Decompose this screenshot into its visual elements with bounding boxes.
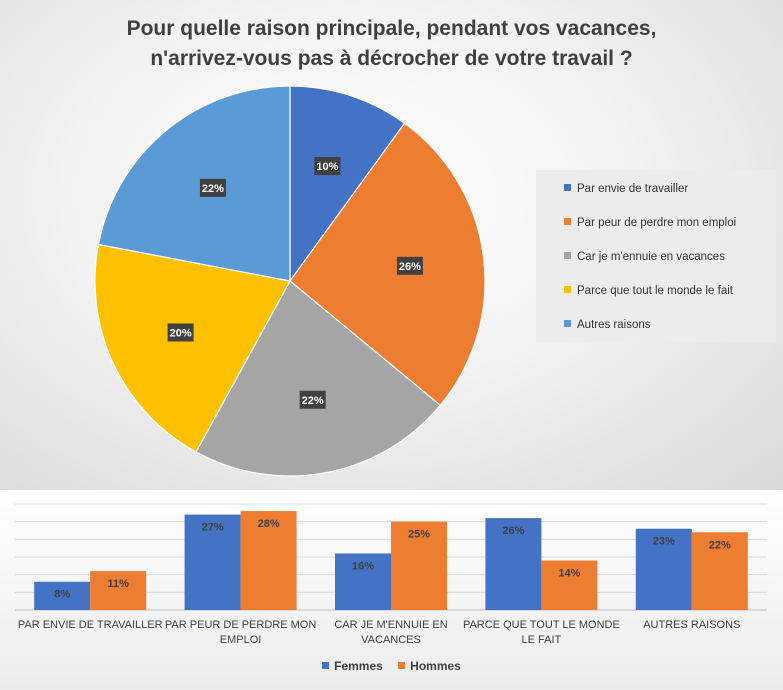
bar-data-label: 25% xyxy=(408,529,430,541)
legend-item: Par peur de perdre mon emploi xyxy=(564,217,736,229)
data-label-box xyxy=(299,390,326,409)
pie-legend: Par envie de travailler Par peur de perd… xyxy=(536,170,776,342)
pie-slice xyxy=(289,85,406,283)
legend-swatch xyxy=(564,320,571,328)
data-label: 22% xyxy=(302,395,324,407)
category-label: CAR JE M'ENNUIE EN xyxy=(334,619,447,631)
bar-data-label: 28% xyxy=(258,518,280,530)
data-label: 26% xyxy=(399,261,421,273)
legend-label: Hommes xyxy=(410,659,461,673)
legend-label: Par peur de perdre mon emploi xyxy=(577,217,737,229)
bar-data-label: 14% xyxy=(558,568,580,580)
bar-legend: Femmes Hommes xyxy=(0,659,783,673)
bar-hommes xyxy=(541,560,598,610)
legend-label: Femmes xyxy=(334,659,383,673)
legend-label: Car je m'ennuie en vacances xyxy=(577,251,725,263)
data-label-box xyxy=(167,323,194,342)
bar-hommes xyxy=(691,532,748,610)
bar-femmes xyxy=(34,581,91,610)
legend-item: Par envie de travailler xyxy=(564,183,688,195)
chart-title: Pour quelle raison principale, pendant v… xyxy=(0,14,783,74)
pie-slice xyxy=(94,243,291,453)
bar-chart-panel: 8% 11% PAR ENVIE DE TRAVAILLER 27% 28% PAR PE… xyxy=(0,492,783,690)
legend-swatch xyxy=(564,286,571,294)
bar-data-label: 22% xyxy=(709,539,731,551)
legend-item: Car je m'ennuie en vacances xyxy=(564,251,725,263)
data-label: 10% xyxy=(316,161,338,173)
pie-slice xyxy=(97,85,291,282)
category-label: PAR PEUR DE PERDRE MON xyxy=(165,619,316,631)
bar-data-label: 27% xyxy=(202,522,224,534)
chart-title-line-1: Pour quelle raison principale, pendant v… xyxy=(126,17,657,40)
bar-hommes xyxy=(90,571,147,610)
bar-data-label: 8% xyxy=(54,589,70,601)
pie-chart: 10% 26% 22% 20% 22% xyxy=(94,85,486,477)
legend-label: Par envie de travailler xyxy=(577,183,689,195)
data-label: 20% xyxy=(170,327,192,339)
bar-femmes xyxy=(184,514,241,610)
legend-item-femmes: Femmes xyxy=(322,659,383,673)
legend-swatch xyxy=(398,662,406,670)
bar-femmes xyxy=(485,518,542,610)
data-label-box xyxy=(396,256,423,275)
legend-swatch xyxy=(564,218,571,226)
bar-femmes xyxy=(635,528,692,610)
category-label: AUTRES RAISONS xyxy=(643,619,740,631)
bar-data-label: 26% xyxy=(502,525,524,537)
category-label: EMPLOI xyxy=(220,634,262,646)
category-label: PAR ENVIE DE TRAVAILLER xyxy=(18,619,163,631)
chart-title-line-2: n'arrivez-vous pas à décrocher de votre … xyxy=(150,47,633,70)
pie-chart-panel: Pour quelle raison principale, pendant v… xyxy=(0,0,783,490)
data-label-box xyxy=(199,178,226,197)
bar-data-label: 16% xyxy=(352,560,374,572)
bar-femmes xyxy=(335,553,391,610)
pie-slice xyxy=(195,280,442,477)
legend-swatch xyxy=(322,662,330,670)
data-label: 22% xyxy=(202,183,224,195)
legend-label: Parce que tout le monde le fait xyxy=(577,285,733,297)
legend-swatch xyxy=(564,184,571,192)
bar-data-label: 23% xyxy=(653,536,675,548)
data-label-box xyxy=(314,157,341,176)
pie-slice xyxy=(289,122,486,407)
bar-hommes xyxy=(240,511,297,610)
category-label: PARCE QUE TOUT LE MONDE xyxy=(463,619,620,631)
category-label: LE FAIT xyxy=(522,634,562,646)
bar-chart: 8% 11% PAR ENVIE DE TRAVAILLER 27% 28% PAR PE… xyxy=(15,503,767,646)
legend-item-hommes: Hommes xyxy=(398,659,461,673)
legend-swatch xyxy=(564,252,571,260)
legend-item: Parce que tout le monde le fait xyxy=(564,285,733,297)
legend-label: Autres raisons xyxy=(577,319,651,331)
bar-data-label: 11% xyxy=(107,578,129,590)
legend-item: Autres raisons xyxy=(564,319,651,331)
bar-hommes xyxy=(391,521,447,610)
category-label: VACANCES xyxy=(361,634,421,646)
